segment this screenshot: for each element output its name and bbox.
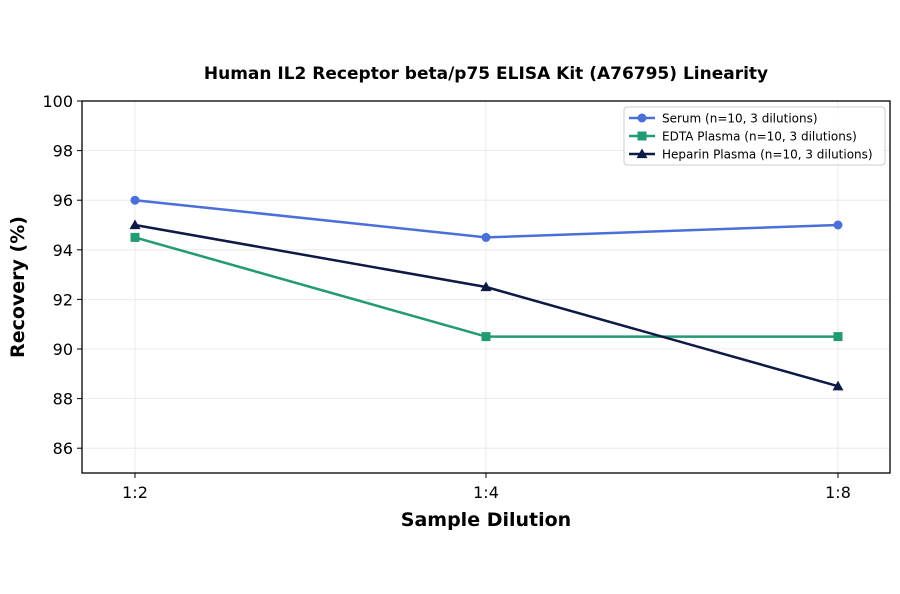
series-0: [130, 195, 843, 242]
legend-label: EDTA Plasma (n=10, 3 dilutions): [662, 130, 857, 144]
y-tick-label: 90: [53, 340, 73, 359]
series-line: [134, 223, 839, 388]
y-tick-label: 92: [53, 290, 73, 309]
legend: Serum (n=10, 3 dilutions) EDTA Plasma (n=…: [623, 106, 886, 166]
series-line: [134, 198, 839, 239]
legend-item: EDTA Plasma (n=10, 3 dilutions): [629, 130, 857, 144]
x-tick-label: 1:8: [825, 483, 851, 502]
y-tick-label: 100: [42, 92, 73, 111]
y-tick-label: 94: [53, 241, 73, 260]
legend-marker: [636, 148, 648, 159]
x-axis-label: Sample Dilution: [401, 509, 571, 531]
y-tick-label: 86: [53, 439, 73, 458]
series-2: [129, 219, 844, 391]
data-point: [480, 281, 492, 292]
legend-marker: [637, 131, 647, 141]
x-axis-ticks: 1:2 1:4 1:8: [122, 473, 851, 502]
data-point: [129, 219, 141, 230]
y-axis-label: Recovery (%): [7, 216, 29, 358]
data-point: [832, 380, 844, 391]
x-tick-label: 1:4: [473, 483, 499, 502]
x-tick-label: 1:2: [122, 483, 148, 502]
data-point: [130, 232, 140, 242]
series-layer: [129, 195, 844, 391]
data-point: [130, 195, 140, 205]
data-point: [481, 332, 491, 342]
y-tick-label: 88: [53, 390, 73, 409]
legend-item: Serum (n=10, 3 dilutions): [629, 112, 818, 126]
data-point: [833, 332, 843, 342]
chart-title: Human IL2 Receptor beta/p75 ELISA Kit (A…: [204, 64, 768, 84]
legend-marker: [637, 113, 647, 123]
legend-item: Heparin Plasma (n=10, 3 dilutions): [629, 148, 873, 162]
y-tick-label: 96: [53, 191, 73, 210]
y-axis-ticks: 86 88 90 92 94 96 98 100: [42, 92, 82, 458]
data-point: [833, 220, 843, 230]
y-tick-label: 98: [53, 142, 73, 161]
legend-box: [623, 106, 886, 166]
series-1: [130, 232, 843, 342]
data-point: [481, 232, 491, 242]
legend-label: Heparin Plasma (n=10, 3 dilutions): [662, 148, 873, 162]
legend-label: Serum (n=10, 3 dilutions): [662, 112, 818, 126]
